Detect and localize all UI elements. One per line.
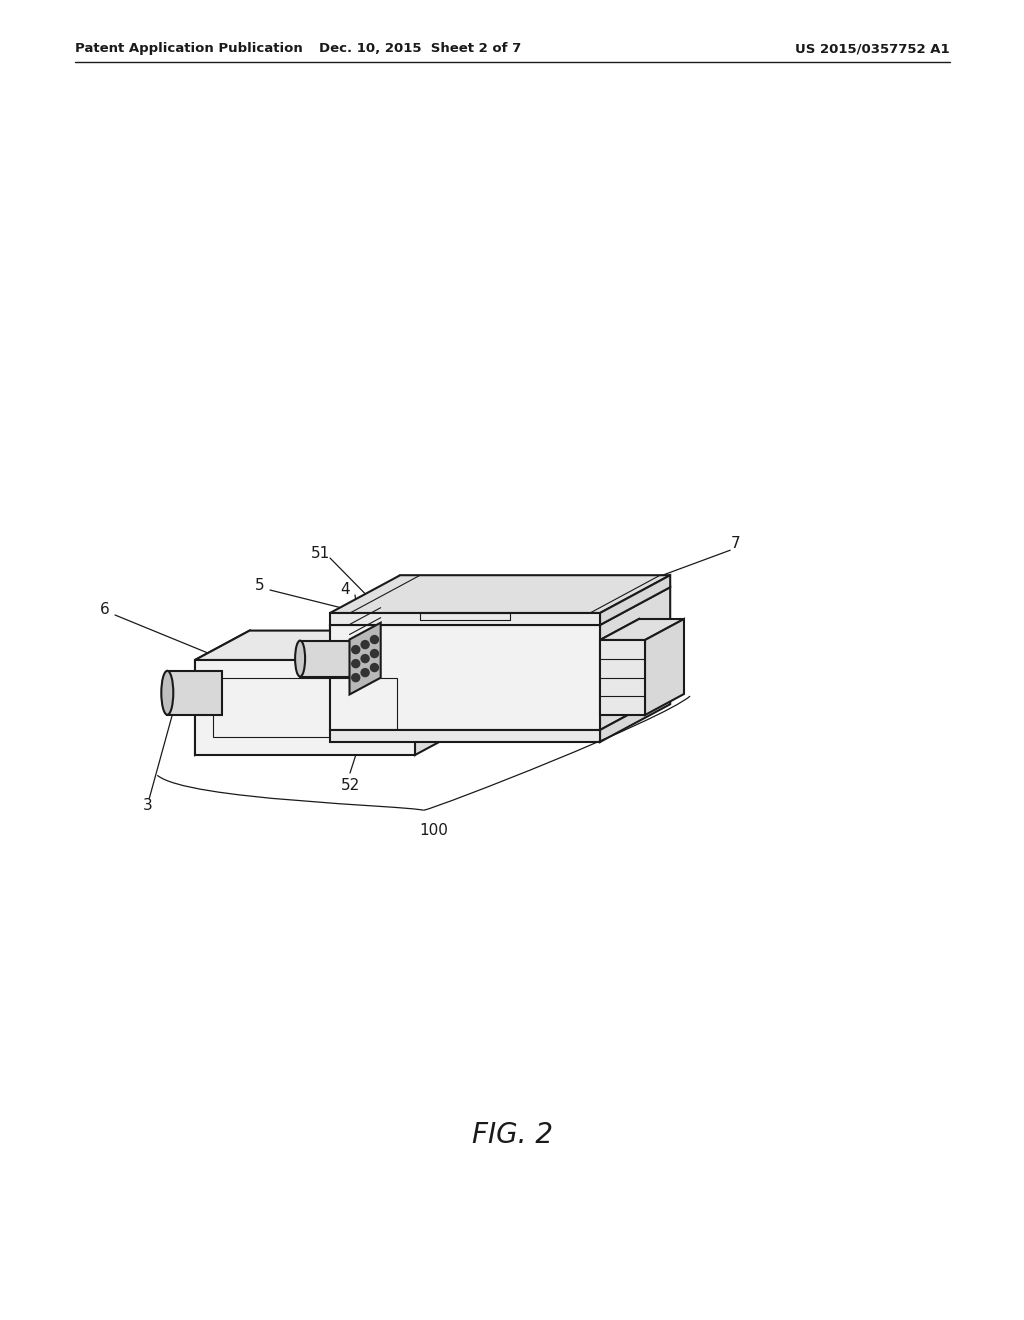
Polygon shape (330, 587, 670, 624)
Polygon shape (330, 624, 600, 730)
Polygon shape (330, 587, 400, 730)
Polygon shape (600, 692, 670, 742)
Polygon shape (195, 631, 470, 660)
Circle shape (371, 635, 379, 644)
Text: 3: 3 (142, 797, 153, 813)
Text: Dec. 10, 2015  Sheet 2 of 7: Dec. 10, 2015 Sheet 2 of 7 (318, 42, 521, 55)
Polygon shape (330, 576, 400, 624)
Polygon shape (330, 730, 600, 742)
Circle shape (371, 649, 379, 657)
Circle shape (351, 645, 359, 653)
Circle shape (361, 655, 369, 663)
Circle shape (361, 640, 369, 648)
Text: Patent Application Publication: Patent Application Publication (75, 42, 303, 55)
Polygon shape (330, 576, 670, 612)
Circle shape (371, 664, 379, 672)
Polygon shape (349, 623, 381, 694)
Polygon shape (167, 671, 222, 715)
Polygon shape (195, 631, 250, 755)
Circle shape (351, 673, 359, 681)
Polygon shape (330, 612, 600, 624)
Circle shape (361, 669, 369, 677)
Polygon shape (600, 640, 645, 715)
Polygon shape (415, 631, 470, 755)
Polygon shape (600, 619, 639, 715)
Polygon shape (600, 619, 684, 640)
Polygon shape (300, 640, 366, 677)
Text: US 2015/0357752 A1: US 2015/0357752 A1 (796, 42, 950, 55)
Polygon shape (645, 619, 684, 715)
Ellipse shape (162, 671, 173, 715)
Text: 6: 6 (100, 602, 110, 618)
Text: 100: 100 (419, 822, 449, 838)
Polygon shape (600, 587, 670, 730)
Text: FIG. 2: FIG. 2 (471, 1121, 553, 1148)
Polygon shape (600, 576, 670, 624)
Text: 52: 52 (340, 777, 359, 792)
Polygon shape (195, 660, 415, 755)
Text: 4: 4 (340, 582, 350, 598)
Polygon shape (250, 631, 470, 726)
Text: 5: 5 (255, 578, 265, 593)
Text: 51: 51 (310, 545, 330, 561)
Ellipse shape (295, 640, 305, 677)
Text: 7: 7 (730, 536, 740, 550)
Circle shape (351, 660, 359, 668)
